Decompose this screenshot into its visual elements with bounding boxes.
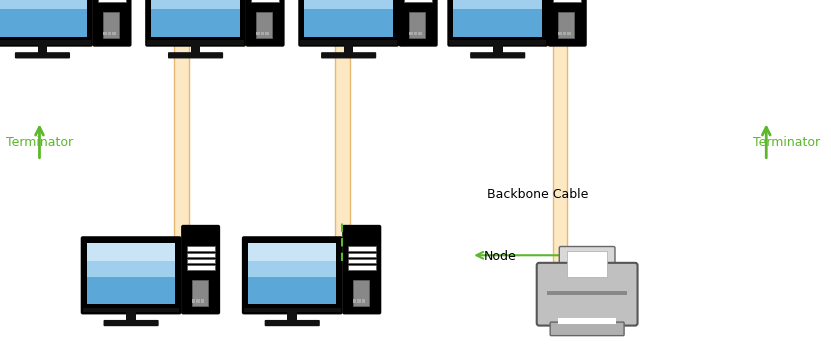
Bar — [563, 32, 567, 35]
Bar — [553, 0, 581, 2]
FancyBboxPatch shape — [559, 247, 615, 281]
FancyBboxPatch shape — [321, 52, 376, 59]
Bar — [86, 0, 100, 45]
Bar — [547, 291, 627, 295]
Bar — [391, 0, 406, 45]
Bar — [410, 12, 425, 38]
Bar — [151, 0, 240, 9]
Bar — [187, 259, 214, 263]
FancyBboxPatch shape — [247, 0, 283, 46]
Bar — [201, 300, 204, 303]
Bar — [304, 0, 393, 9]
Bar — [454, 0, 542, 9]
Bar — [344, 45, 353, 53]
FancyBboxPatch shape — [182, 226, 219, 313]
Bar — [450, 40, 546, 45]
Bar — [553, 0, 568, 312]
Bar — [256, 12, 272, 38]
Bar — [187, 246, 214, 251]
Bar — [243, 308, 341, 312]
FancyBboxPatch shape — [548, 0, 586, 46]
Bar — [414, 32, 417, 35]
Bar — [568, 32, 571, 35]
Bar — [410, 32, 413, 35]
FancyBboxPatch shape — [343, 226, 381, 313]
Text: Terminator: Terminator — [7, 136, 74, 149]
FancyBboxPatch shape — [400, 0, 436, 46]
Bar — [187, 265, 214, 270]
Bar — [174, 0, 189, 312]
Bar — [261, 32, 264, 35]
Bar — [0, 40, 91, 45]
Bar — [37, 45, 47, 53]
Bar — [251, 0, 279, 2]
Bar — [418, 32, 422, 35]
FancyBboxPatch shape — [81, 237, 180, 313]
Bar — [348, 265, 376, 270]
Bar — [454, 0, 542, 36]
Bar — [335, 0, 350, 312]
Bar — [256, 32, 260, 35]
FancyBboxPatch shape — [243, 237, 342, 313]
Bar — [353, 280, 369, 306]
Bar — [0, 0, 86, 36]
FancyBboxPatch shape — [299, 0, 398, 46]
Bar — [348, 259, 376, 263]
FancyBboxPatch shape — [0, 0, 91, 46]
Bar — [357, 300, 361, 303]
FancyBboxPatch shape — [94, 0, 130, 46]
FancyBboxPatch shape — [449, 0, 547, 46]
Bar — [248, 242, 337, 277]
Bar — [404, 0, 432, 2]
Bar — [87, 242, 175, 261]
Bar — [87, 242, 175, 277]
Bar — [348, 246, 376, 251]
Bar — [348, 252, 376, 257]
Bar — [288, 312, 297, 321]
Bar — [108, 32, 111, 35]
FancyBboxPatch shape — [15, 52, 70, 59]
Bar — [362, 300, 366, 303]
Bar — [192, 300, 195, 303]
Bar — [187, 252, 214, 257]
Bar — [87, 242, 175, 304]
Bar — [98, 0, 126, 2]
Bar — [151, 0, 240, 36]
Bar — [567, 251, 607, 277]
Bar — [192, 280, 208, 306]
Text: Node: Node — [484, 250, 516, 263]
FancyBboxPatch shape — [146, 0, 245, 46]
Bar — [248, 242, 337, 304]
Bar — [83, 308, 179, 312]
Bar — [493, 45, 503, 53]
FancyBboxPatch shape — [264, 320, 320, 326]
Bar — [103, 12, 119, 38]
Bar — [112, 32, 116, 35]
Bar — [304, 0, 393, 36]
Bar — [558, 32, 562, 35]
Bar — [558, 12, 574, 38]
Bar — [126, 312, 136, 321]
Bar — [103, 32, 106, 35]
Bar — [265, 32, 268, 35]
FancyBboxPatch shape — [550, 322, 624, 336]
FancyBboxPatch shape — [470, 52, 525, 59]
Bar — [147, 40, 244, 45]
FancyBboxPatch shape — [104, 320, 159, 326]
Bar — [196, 300, 199, 303]
FancyBboxPatch shape — [537, 263, 637, 326]
Bar — [300, 40, 397, 45]
Bar — [353, 300, 356, 303]
Bar — [541, 0, 555, 45]
FancyBboxPatch shape — [168, 52, 223, 59]
Bar — [558, 318, 616, 324]
Text: Terminator: Terminator — [754, 136, 820, 149]
Bar — [0, 0, 86, 9]
Bar — [248, 242, 337, 261]
Text: Backbone Cable: Backbone Cable — [488, 188, 589, 201]
Bar — [238, 0, 253, 45]
Bar — [190, 45, 200, 53]
